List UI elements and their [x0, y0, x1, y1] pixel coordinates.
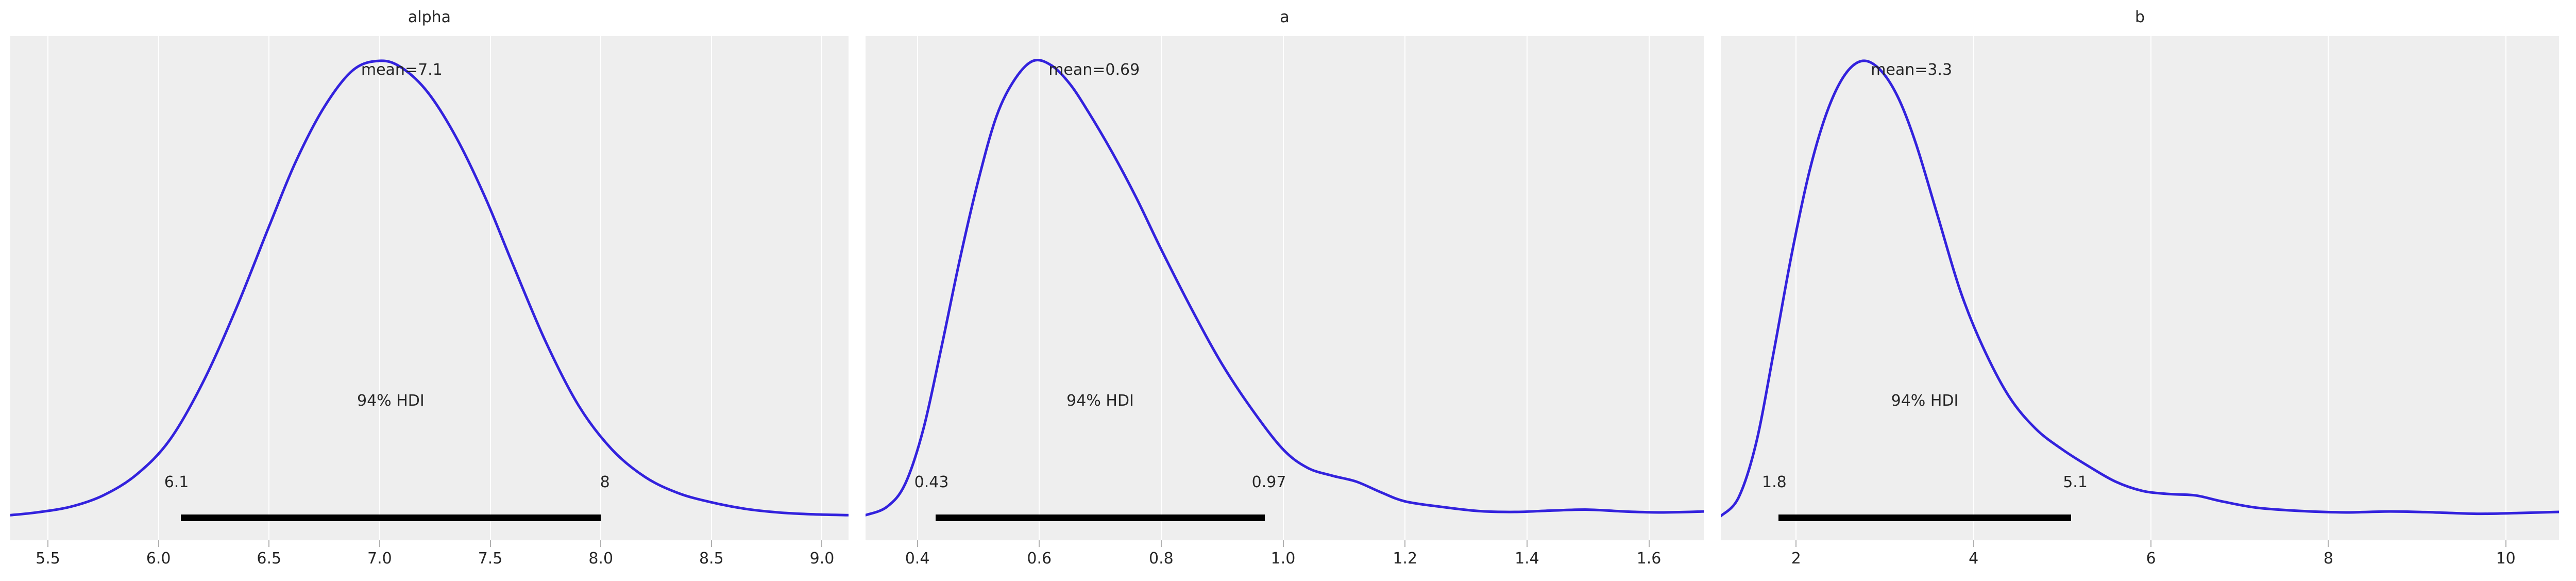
x-tick-label: 8.5	[699, 550, 724, 568]
x-tick-mark	[158, 540, 159, 547]
x-tick-mark	[917, 540, 918, 547]
gridline	[1973, 36, 1974, 540]
x-tick-mark	[2328, 540, 2329, 547]
gridline	[1160, 36, 1162, 540]
gridline	[1526, 36, 1528, 540]
hdi-upper-label: 5.1	[2063, 473, 2088, 491]
density-path	[1721, 59, 2559, 518]
x-tick-mark	[1039, 540, 1040, 547]
x-tick-mark	[710, 540, 712, 547]
x-tick-label: 10	[2496, 550, 2516, 568]
panel-alpha: alpha 5.5 6.0 6.5 7.0 7.5 8.0 8.5 9.0 6.1 8 94% HDI…	[10, 0, 849, 581]
hdi-bar	[1778, 514, 2072, 521]
x-tick-label: 0.8	[1149, 550, 1174, 568]
hdi-upper-label: 0.97	[1251, 473, 1286, 491]
hdi-lower-label: 1.8	[1762, 473, 1787, 491]
gridline	[917, 36, 918, 540]
hdi-lower-label: 6.1	[164, 473, 189, 491]
gridline	[1648, 36, 1650, 540]
hdi-interval-label: 94% HDI	[1891, 392, 1959, 410]
x-tick-mark	[379, 540, 380, 547]
hdi-bar	[936, 514, 1265, 521]
x-tick-mark	[600, 540, 602, 547]
x-tick-mark	[821, 540, 823, 547]
x-tick-mark	[1526, 540, 1528, 547]
gridline	[2150, 36, 2152, 540]
gridline	[268, 36, 270, 540]
hdi-upper-label: 8	[600, 473, 610, 491]
x-tick-label: 5.5	[36, 550, 60, 568]
gridline	[158, 36, 159, 540]
gridline	[821, 36, 823, 540]
gridline	[1795, 36, 1797, 540]
panel-title-b: b	[2134, 8, 2145, 26]
mean-label: mean=0.69	[1048, 61, 1140, 79]
x-tick-mark	[1973, 540, 1974, 547]
x-tick-label: 1.6	[1636, 550, 1662, 568]
x-tick-label: 1.0	[1270, 550, 1296, 568]
plot-area-b: 2 4 6 8 10 1.8 5.1 94% HDI mean=3.3	[1721, 36, 2559, 568]
gridline	[2328, 36, 2329, 540]
gridline	[379, 36, 380, 540]
density-curve-a	[866, 58, 1704, 517]
x-tick-label: 4	[1969, 550, 1979, 568]
panel-title-a: a	[1280, 8, 1290, 26]
gridline	[2505, 36, 2506, 540]
gridline	[710, 36, 712, 540]
density-path	[866, 58, 1704, 517]
gridline	[1404, 36, 1406, 540]
x-tick-label: 8	[2323, 550, 2333, 568]
density-curve-b	[1721, 59, 2559, 518]
plot-area-a: 0.4 0.6 0.8 1.0 1.2 1.4 1.6 0.43 0.97 94% HDI mean…	[866, 36, 1704, 568]
x-tick-label: 8.0	[588, 550, 614, 568]
x-tick-label: 6	[2146, 550, 2156, 568]
x-tick-mark	[268, 540, 270, 547]
x-tick-mark	[2150, 540, 2152, 547]
x-tick-label: 0.4	[905, 550, 930, 568]
x-tick-mark	[1282, 540, 1284, 547]
mean-label: mean=7.1	[361, 61, 443, 79]
x-tick-mark	[47, 540, 48, 547]
x-tick-label: 1.4	[1514, 550, 1539, 568]
x-tick-label: 9.0	[809, 550, 835, 568]
mean-label: mean=3.3	[1871, 61, 1953, 79]
gridline	[1039, 36, 1040, 540]
hdi-interval-label: 94% HDI	[357, 392, 425, 410]
density-path	[10, 59, 849, 517]
panel-a: a 0.4 0.6 0.8 1.0 1.2 1.4 1.6 0.43 0.97 94% HDI mea…	[866, 0, 1704, 581]
panel-title-alpha: alpha	[408, 8, 451, 26]
gridline	[600, 36, 602, 540]
x-tick-label: 7.0	[367, 550, 392, 568]
plot-area-alpha: 5.5 6.0 6.5 7.0 7.5 8.0 8.5 9.0 6.1 8 94% HDI mean=…	[10, 36, 849, 568]
gridline	[489, 36, 491, 540]
x-tick-mark	[1160, 540, 1162, 547]
x-tick-mark	[1648, 540, 1650, 547]
hdi-interval-label: 94% HDI	[1066, 392, 1134, 410]
x-tick-mark	[489, 540, 491, 547]
x-tick-label: 0.6	[1027, 550, 1052, 568]
gridline	[1282, 36, 1284, 540]
x-tick-label: 6.0	[146, 550, 171, 568]
density-curve-alpha	[10, 59, 849, 517]
gridline	[47, 36, 48, 540]
x-tick-label: 2	[1791, 550, 1801, 568]
x-tick-label: 6.5	[257, 550, 282, 568]
hdi-lower-label: 0.43	[914, 473, 949, 491]
x-tick-mark	[2505, 540, 2506, 547]
x-tick-mark	[1404, 540, 1406, 547]
x-tick-label: 7.5	[478, 550, 503, 568]
x-tick-mark	[1795, 540, 1797, 547]
panel-b: b 2 4 6 8 10 1.8 5.1 94% HDI mean=3.3	[1721, 0, 2559, 581]
x-tick-label: 1.2	[1393, 550, 1418, 568]
hdi-bar	[180, 514, 601, 521]
